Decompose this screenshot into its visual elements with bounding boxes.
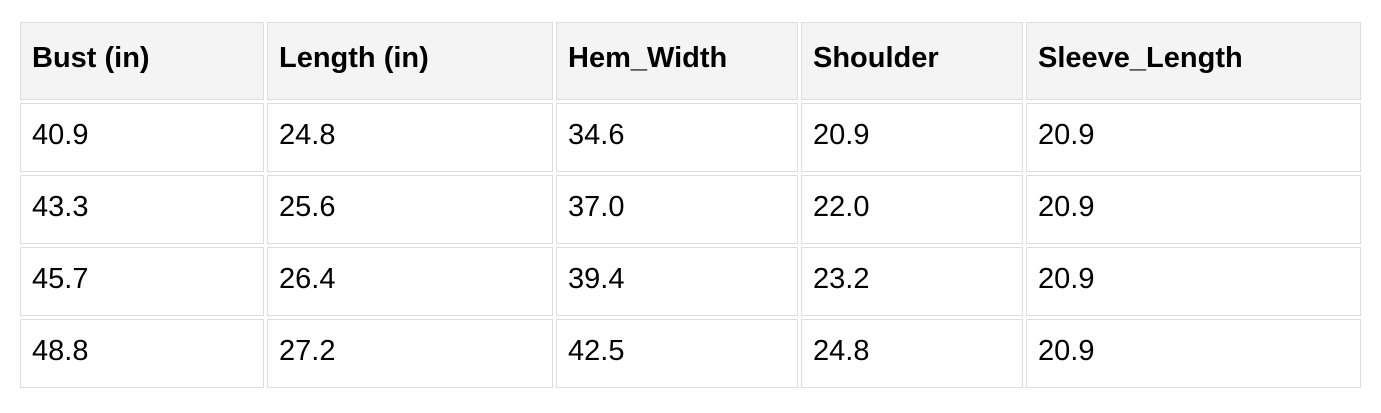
table-cell: 20.9 (1026, 319, 1361, 388)
table-cell: 20.9 (1026, 103, 1361, 172)
table-cell: 43.3 (20, 175, 264, 244)
table-cell: 39.4 (556, 247, 798, 316)
table-cell: 42.5 (556, 319, 798, 388)
table-row: 45.7 26.4 39.4 23.2 20.9 (20, 247, 1361, 316)
column-header-shoulder: Shoulder (801, 22, 1023, 100)
table-cell: 24.8 (267, 103, 553, 172)
table-cell: 22.0 (801, 175, 1023, 244)
table-cell: 26.4 (267, 247, 553, 316)
table-cell: 45.7 (20, 247, 264, 316)
column-header-sleeve-length: Sleeve_Length (1026, 22, 1361, 100)
table-cell: 48.8 (20, 319, 264, 388)
column-header-bust: Bust (in) (20, 22, 264, 100)
table-cell: 24.8 (801, 319, 1023, 388)
table-cell: 37.0 (556, 175, 798, 244)
table-cell: 20.9 (1026, 175, 1361, 244)
table-header-row: Bust (in) Length (in) Hem_Width Shoulder… (20, 22, 1361, 100)
table-cell: 20.9 (1026, 247, 1361, 316)
table-body: 40.9 24.8 34.6 20.9 20.9 43.3 25.6 37.0 … (20, 103, 1361, 388)
size-chart-table: Bust (in) Length (in) Hem_Width Shoulder… (17, 19, 1364, 391)
table-cell: 25.6 (267, 175, 553, 244)
table-row: 48.8 27.2 42.5 24.8 20.9 (20, 319, 1361, 388)
table-cell: 27.2 (267, 319, 553, 388)
table-cell: 20.9 (801, 103, 1023, 172)
table-header: Bust (in) Length (in) Hem_Width Shoulder… (20, 22, 1361, 100)
table-cell: 23.2 (801, 247, 1023, 316)
column-header-length: Length (in) (267, 22, 553, 100)
table-row: 40.9 24.8 34.6 20.9 20.9 (20, 103, 1361, 172)
table-cell: 34.6 (556, 103, 798, 172)
table-row: 43.3 25.6 37.0 22.0 20.9 (20, 175, 1361, 244)
column-header-hem-width: Hem_Width (556, 22, 798, 100)
table-cell: 40.9 (20, 103, 264, 172)
